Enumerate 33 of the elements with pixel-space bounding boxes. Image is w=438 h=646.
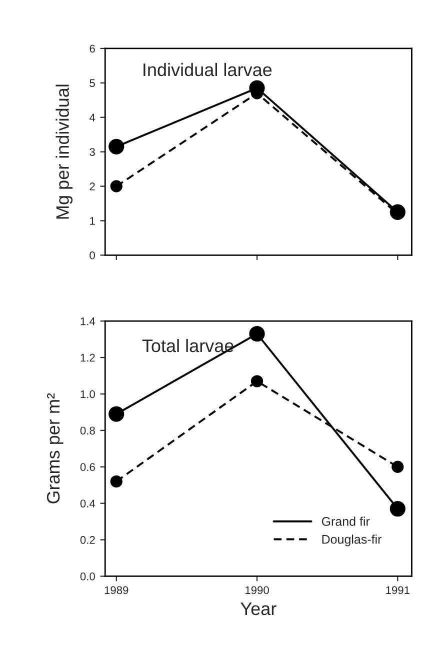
legend-label: Douglas-fir [322, 534, 382, 546]
y-tick-label: 5 [90, 79, 95, 88]
point [110, 475, 122, 488]
y-tick-label: 0 [90, 251, 95, 260]
point [110, 180, 122, 192]
legend-label: Grand fir [322, 516, 370, 526]
point [392, 460, 404, 473]
x-tick-label: 1991 [386, 586, 410, 594]
y-tick-label: 1.2 [80, 354, 95, 362]
y-tick-label: 6 [90, 44, 95, 53]
y-axis-title: Grams per m² [46, 393, 64, 504]
y-tick-label: 3 [90, 148, 95, 156]
y-tick-label: 1.0 [80, 390, 95, 398]
x-axis-title: Year [240, 602, 276, 616]
point [108, 406, 124, 422]
y-tick-label: 1 [90, 217, 95, 225]
x-tick-label: 1990 [246, 586, 269, 594]
y-tick-label: 0.6 [80, 463, 95, 472]
y-tick-label: 0.2 [80, 536, 95, 544]
x-tick-label: 1989 [104, 586, 128, 594]
text: Individual larvae [144, 62, 272, 76]
y-tick-label: 4 [89, 114, 96, 122]
point [250, 375, 264, 388]
y-tick-label: 0.8 [80, 426, 95, 435]
point [249, 326, 265, 342]
point [390, 500, 406, 517]
y-tick-label: 0.4 [80, 500, 96, 508]
point [108, 138, 124, 154]
y-tick-label: 0.0 [80, 572, 95, 580]
y-tick-label: 1.4 [80, 317, 96, 326]
text: Total larvae [142, 338, 234, 352]
y-axis-title: Mg per individual [56, 84, 73, 219]
y-tick-label: 2 [90, 182, 95, 190]
